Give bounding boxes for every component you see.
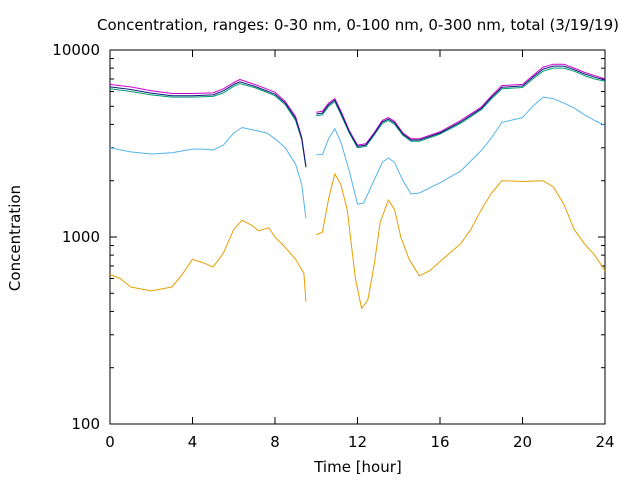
- series-2-line-segment-1: [109, 127, 307, 219]
- series-1-line-segment-2: [316, 173, 606, 309]
- series-4-line-segment-1: [109, 79, 307, 166]
- axis-tick-labels: 0 4 8 12 16 20 24 100 1000 10000: [52, 41, 614, 451]
- x-axis-label: Time [hour]: [313, 458, 402, 476]
- series-4-line-segment-2: [316, 63, 606, 146]
- data-series: [109, 63, 606, 309]
- series-3-line-segment-2: [316, 67, 606, 149]
- x-tick-label: 4: [188, 433, 198, 451]
- axis-ticks: [109, 49, 606, 425]
- y-tick-label: 1000: [62, 228, 100, 246]
- x-tick-label: 16: [430, 433, 449, 451]
- chart-title: Concentration, ranges: 0-30 nm, 0-100 nm…: [97, 16, 619, 34]
- series-5-line-segment-2: [316, 65, 606, 147]
- y-axis-label: Concentration: [6, 185, 24, 291]
- series-3-line-segment-1: [109, 83, 307, 168]
- series-5-line-segment-1: [109, 81, 307, 167]
- plot-frame: [109, 49, 606, 425]
- x-tick-label: 12: [348, 433, 367, 451]
- y-tick-label: 10000: [52, 41, 100, 59]
- x-tick-label: 24: [595, 433, 614, 451]
- y-tick-label: 100: [71, 415, 100, 433]
- series-1-line-segment-1: [109, 219, 307, 302]
- x-tick-label: 8: [270, 433, 280, 451]
- x-tick-label: 0: [105, 433, 115, 451]
- series-2-line-segment-2: [316, 96, 606, 205]
- x-tick-label: 20: [513, 433, 532, 451]
